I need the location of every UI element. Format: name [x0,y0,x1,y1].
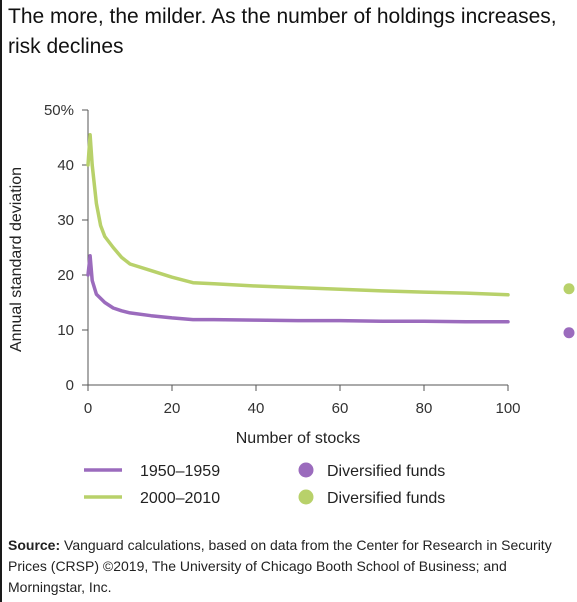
legend: 1950–1959 2000–2010 Diversified funds Diver… [84,462,445,507]
y-tick-label: 20 [57,267,74,284]
source-note: Source: Vanguard calculations, based on … [8,535,574,598]
legend-dot-swatch [298,489,314,505]
axes: 0 10 20 30 40 50% 0 20 40 60 80 100 Number of stocks… [8,102,521,447]
legend-dot-swatch [298,462,314,478]
y-axis-label: Annual standard deviation [8,167,25,352]
y-tick-label: 10 [57,322,74,339]
y-tick-label: 40 [57,157,74,174]
legend-fund-label: Diversified funds [327,463,445,480]
chart-title: The more, the milder. As the number of h… [8,5,557,58]
source-text: Vanguard calculations, based on data fro… [8,537,552,595]
x-tick-label: 40 [248,400,265,417]
x-tick-label: 60 [332,400,349,417]
left-rule [0,0,2,602]
x-tick-label: 80 [416,400,433,417]
x-axis-label: Number of stocks [236,430,360,447]
source-label: Source: [8,537,61,553]
x-tick-label: 0 [84,400,92,417]
legend-series-label: 1950–1959 [140,463,220,480]
funds-layer [563,283,575,339]
series-line [86,133,510,297]
series-line [86,254,510,324]
diversified-fund-marker [563,283,575,295]
legend-fund-label: Diversified funds [327,490,445,507]
legend-series-label: 2000–2010 [140,490,220,507]
y-tick-label: 30 [57,212,74,229]
x-tick-label: 100 [495,400,520,417]
x-tick-label: 20 [164,400,181,417]
series-layer [86,133,510,324]
y-tick-label: 50% [44,102,74,119]
chart-plot: 0 10 20 30 40 50% 0 20 40 60 80 100 Number of stocks… [8,102,575,507]
y-tick-label: 0 [66,377,74,394]
diversified-fund-marker [563,327,575,339]
